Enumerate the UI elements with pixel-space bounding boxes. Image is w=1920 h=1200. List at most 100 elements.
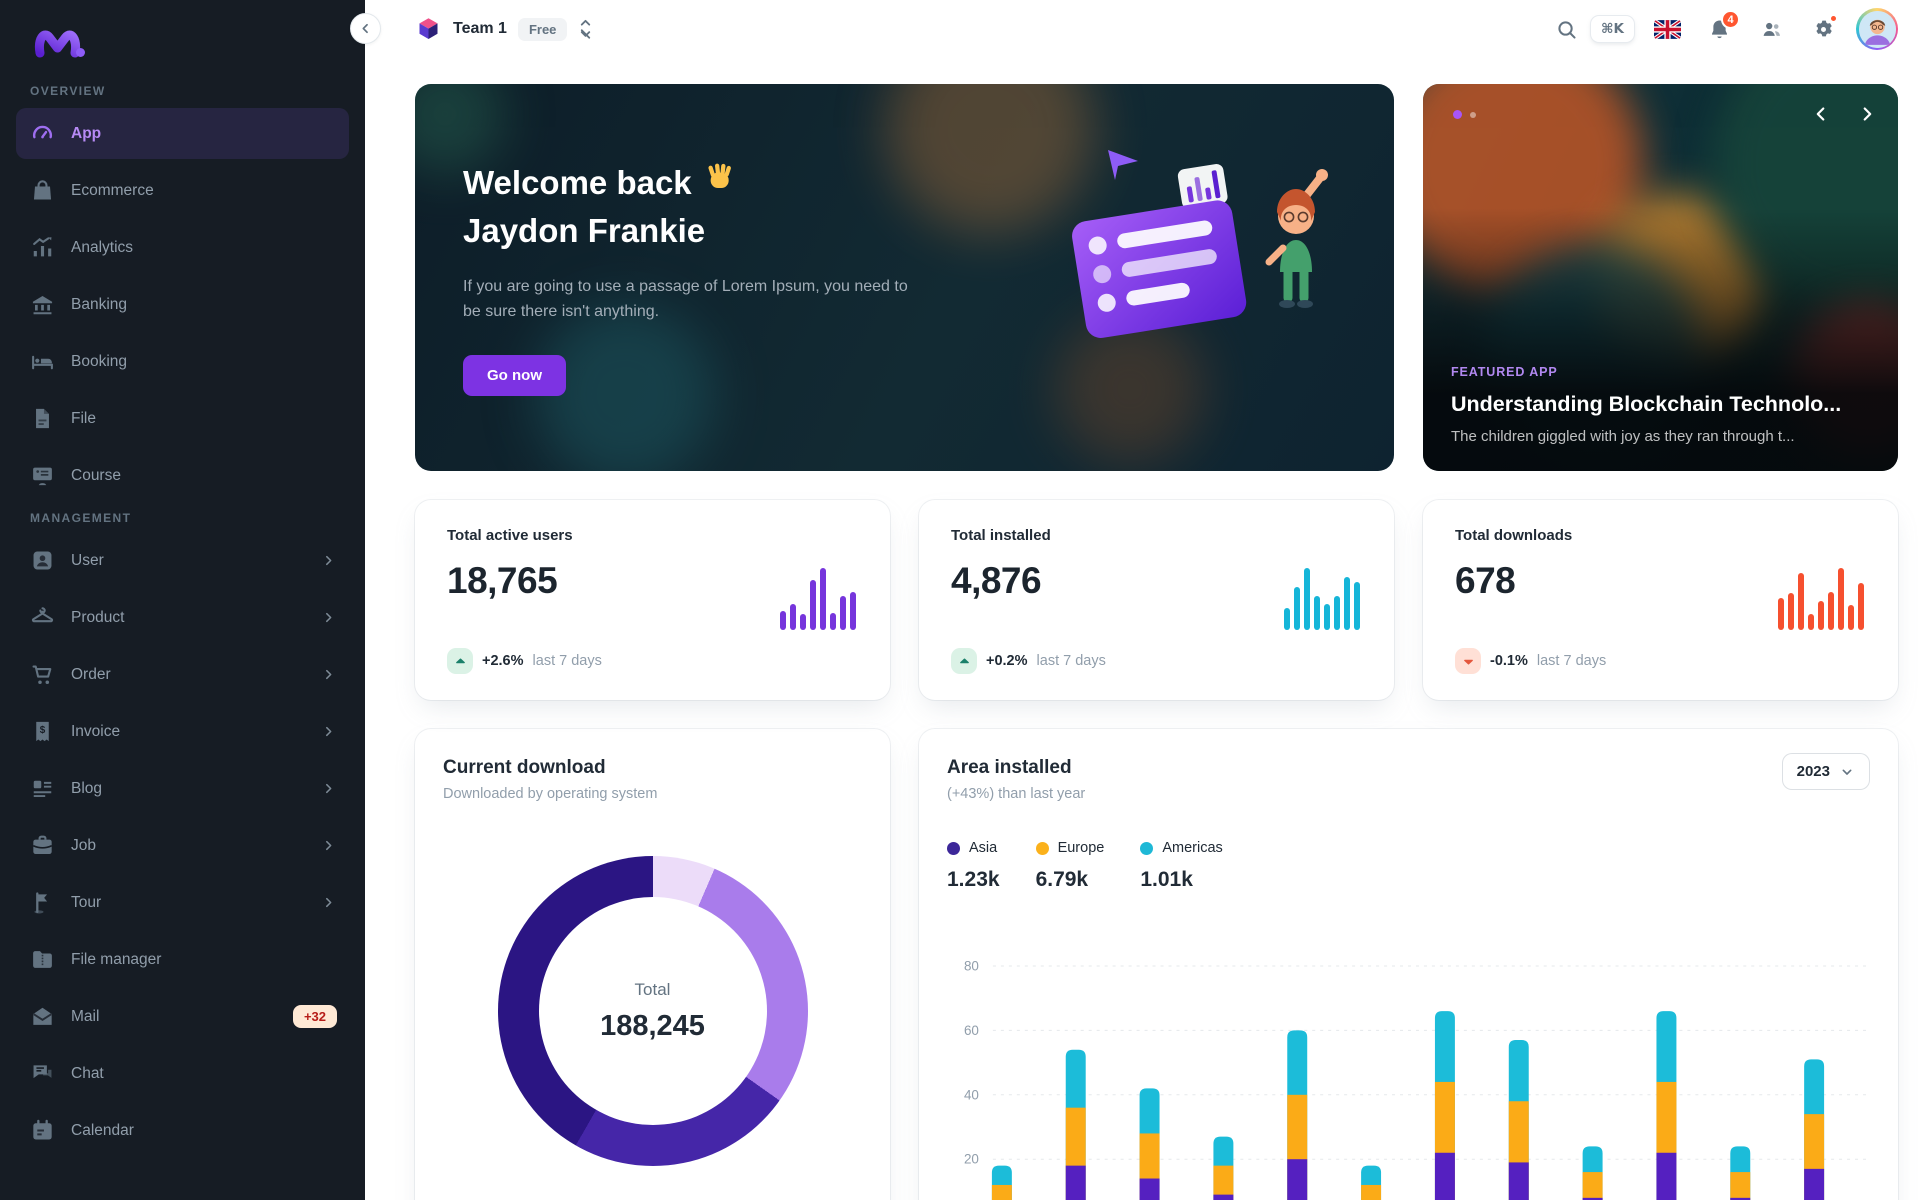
carousel-next-button[interactable] <box>1854 102 1880 128</box>
sidebar-item-user[interactable]: User <box>16 535 349 586</box>
area-installed-card: Area installed (+43%) than last year 202… <box>919 729 1898 1200</box>
sidebar-collapse-button[interactable] <box>350 13 381 44</box>
spark-bar <box>1344 577 1350 630</box>
notifications-count-badge: 4 <box>1721 10 1740 29</box>
sidebar-section-label: OVERVIEW <box>30 84 106 98</box>
chevron-left-icon <box>1816 106 1825 121</box>
sidebar-item-mail[interactable]: Mail +32 <box>16 991 349 1042</box>
y-axis-tick-label: 40 <box>964 1087 979 1102</box>
team-switcher[interactable]: Team 1 Free <box>415 16 593 43</box>
sidebar-item-blog[interactable]: Blog <box>16 763 349 814</box>
language-button[interactable] <box>1648 10 1686 48</box>
settings-button[interactable] <box>1804 10 1842 48</box>
bar-segment-europe[interactable] <box>1213 1165 1234 1200</box>
sidebar-item-tour[interactable]: Tour <box>16 877 349 928</box>
stat-card-active-users: Total active users 18,765 +2.6% last 7 d… <box>415 500 890 700</box>
y-axis-tick-label: 60 <box>964 1023 979 1038</box>
app-logo[interactable] <box>34 22 86 60</box>
spark-bar <box>1314 596 1320 630</box>
sidebar-item-label: Job <box>71 836 96 854</box>
chevron-right-icon <box>320 609 337 626</box>
bar-segment-europe[interactable] <box>991 1184 1012 1200</box>
legend-item-europe: Europe 6.79k <box>1035 840 1104 892</box>
carousel-dots[interactable] <box>1453 110 1476 119</box>
carousel-prev-button[interactable] <box>1808 102 1834 128</box>
bar-segment-asia[interactable] <box>1508 1162 1529 1200</box>
bar-segment-asia[interactable] <box>1065 1165 1086 1200</box>
sidebar-item-banking[interactable]: Banking <box>16 279 349 330</box>
sidebar-item-label: Calendar <box>71 1121 134 1139</box>
avatar-image <box>1858 10 1896 48</box>
select-arrows-icon <box>578 19 593 39</box>
legend-value: 6.79k <box>1035 868 1089 891</box>
search-button[interactable] <box>1547 10 1585 48</box>
sidebar-item-calendar[interactable]: Calendar <box>16 1105 349 1156</box>
bar-segment-europe[interactable] <box>1361 1184 1382 1200</box>
y-axis-tick-label: 80 <box>964 958 979 973</box>
spark-bar <box>1284 608 1290 630</box>
featured-title[interactable]: Understanding Blockchain Technolo... <box>1451 392 1842 416</box>
sidebar-item-app[interactable]: App <box>16 108 349 159</box>
sidebar-item-file-manager[interactable]: File manager <box>16 934 349 985</box>
sidebar: OVERVIEW App Ecommerce Analytics Banking Book… <box>0 0 365 1200</box>
hanger-icon <box>30 605 55 630</box>
welcome-banner: Welcome back Jaydon Frankie <box>415 84 1394 471</box>
analytics-icon <box>30 235 55 260</box>
sidebar-item-job[interactable]: Job <box>16 820 349 871</box>
bar-segment-asia[interactable] <box>1582 1197 1603 1200</box>
calendar-icon <box>30 1118 55 1143</box>
legend-value: 1.23k <box>947 868 1000 891</box>
bar-segment-asia[interactable] <box>1287 1159 1308 1200</box>
notifications-button[interactable]: 4 <box>1700 10 1740 48</box>
sidebar-item-analytics[interactable]: Analytics <box>16 222 349 273</box>
contacts-icon <box>1763 22 1780 36</box>
card-title: Current download <box>443 757 606 778</box>
user-avatar[interactable] <box>1856 8 1898 50</box>
sidebar-item-label: Order <box>71 665 111 683</box>
download-donut-chart: Total 188,245 <box>497 856 808 1166</box>
bar-segment-asia[interactable] <box>1804 1168 1825 1200</box>
spark-bar <box>1294 587 1300 630</box>
year-select[interactable]: 2023 <box>1781 753 1870 790</box>
bar-segment-europe[interactable] <box>1582 1172 1603 1200</box>
search-icon <box>1557 20 1576 39</box>
sidebar-item-label: File <box>71 409 96 427</box>
banner-title-line2: Jaydon Frankie <box>463 212 706 250</box>
bar-segment-asia[interactable] <box>1434 1152 1455 1200</box>
svg-text:$: $ <box>40 725 46 736</box>
waving-hand-icon <box>704 159 736 207</box>
spark-bar <box>1354 582 1360 630</box>
bar-segment-asia[interactable] <box>1730 1197 1751 1200</box>
bar-segment-asia[interactable] <box>1656 1152 1677 1200</box>
bar-segment-asia[interactable] <box>1139 1178 1160 1200</box>
current-download-card: Current download Downloaded by operating… <box>415 729 890 1200</box>
bar-segment-europe[interactable] <box>1730 1172 1751 1200</box>
sidebar-item-file[interactable]: File <box>16 393 349 444</box>
sidebar-item-label: Booking <box>71 352 128 370</box>
sidebar-item-course[interactable]: Course <box>16 450 349 501</box>
carousel-dot-active[interactable] <box>1453 110 1462 119</box>
chevron-left-icon <box>362 23 368 34</box>
blog-icon <box>30 776 55 801</box>
go-now-button[interactable]: Go now <box>463 354 566 396</box>
user-icon <box>30 548 55 573</box>
spark-bar <box>1818 601 1824 630</box>
contacts-button[interactable] <box>1752 10 1790 48</box>
card-subtitle: Downloaded by operating system <box>443 786 658 802</box>
carousel-dot[interactable] <box>1470 111 1476 118</box>
sidebar-item-label: App <box>71 124 102 142</box>
keyboard-shortcut-chip[interactable]: ⌘K <box>1591 16 1634 42</box>
bar-segment-asia[interactable] <box>1213 1194 1234 1200</box>
sidebar-item-booking[interactable]: Booking <box>16 336 349 387</box>
sidebar-item-label: Mail <box>71 1007 100 1025</box>
sidebar-item-ecommerce[interactable]: Ecommerce <box>16 165 349 216</box>
featured-gradient-overlay <box>1423 84 1898 471</box>
spark-bar <box>810 580 816 630</box>
sidebar-item-order[interactable]: Order <box>16 649 349 700</box>
sidebar-item-invoice[interactable]: $ Invoice <box>16 706 349 757</box>
sidebar-item-chat[interactable]: Chat <box>16 1048 349 1099</box>
stat-value: 18,765 <box>447 560 558 601</box>
sidebar-item-product[interactable]: Product <box>16 592 349 643</box>
donut-total-value: 188,245 <box>600 1009 705 1042</box>
trend-percent: -0.1% <box>1490 653 1528 669</box>
